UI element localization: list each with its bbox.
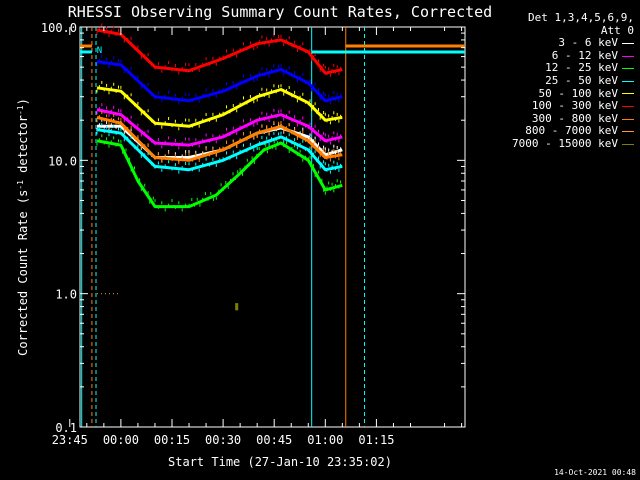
legend-swatch: [622, 55, 634, 57]
y-tick-label: 0.1: [55, 421, 77, 435]
attenuator-label-n: N: [97, 46, 102, 56]
legend-swatch: [622, 143, 634, 145]
legend-entry-5: 100 - 300 keV: [474, 100, 634, 113]
legend-entry-label: 800 - 7000 keV: [525, 124, 618, 138]
legend-entry-2: 12 - 25 keV: [474, 62, 634, 75]
legend-entry-label: 6 - 12 keV: [551, 48, 618, 62]
legend-swatch: [622, 80, 634, 82]
y-axis-ticks: 100.0 10.0 1.0 0.1: [41, 21, 465, 435]
series-noise-9: [96, 54, 342, 105]
legend-entry-4: 50 - 100 keV: [474, 86, 634, 101]
y-tick-label: 1.0: [55, 288, 77, 302]
legend-entry-label: 12 - 25 keV: [545, 61, 618, 75]
series-noise-4: [96, 81, 342, 131]
legend-swatch: [622, 105, 634, 107]
legend-entry-1: 6 - 12 keV: [474, 48, 634, 63]
legend-entry-label: 50 - 100 keV: [538, 86, 618, 100]
chart-title: RHESSI Observing Summary Count Rates, Co…: [68, 3, 492, 21]
x-tick-label: 00:45: [256, 433, 292, 447]
x-axis-ticks: 23:45 00:00 00:15 00:30 00:45 01:00 01:15: [52, 27, 463, 447]
legend: Det 1,3,4,5,6,9, Att 0 3 - 6 keV 6 - 12 k…: [474, 11, 634, 151]
x-tick-label: 01:15: [358, 433, 394, 447]
legend-entry-7: 800 - 7000 keV: [474, 125, 634, 138]
legend-entry-label: 300 - 800 keV: [531, 111, 618, 125]
x-tick-label: 00:30: [205, 433, 241, 447]
legend-header-line-1: Det 1,3,4,5,6,9,: [528, 11, 634, 24]
legend-entry-label: 3 - 6 keV: [558, 36, 618, 50]
legend-entry-label: 100 - 300 keV: [531, 99, 618, 113]
plot-area: N: [80, 23, 465, 427]
series-noise-2: [96, 134, 342, 212]
x-tick-label: 00:15: [154, 433, 190, 447]
legend-entry-0: 3 - 6 keV: [474, 37, 634, 50]
y-tick-label: 100.0: [41, 21, 77, 35]
x-tick-label: 00:00: [103, 433, 139, 447]
y-tick-label: 10.0: [48, 154, 77, 168]
legend-swatch: [622, 68, 634, 70]
plot-frame: [79, 26, 466, 428]
legend-entry-label: 7000 - 15000 keV: [512, 136, 618, 150]
legend-swatch: [622, 93, 634, 95]
legend-header-line-2: Att 0: [600, 23, 634, 37]
y-axis-label: Corrected Count Rate (s-1 detector-1): [16, 98, 30, 356]
x-tick-label: 23:45: [52, 433, 88, 447]
x-axis-label: Start Time (27-Jan-10 23:35:02): [168, 455, 392, 469]
series-noise-6: [96, 111, 342, 165]
legend-entry-3: 25 - 50 keV: [474, 73, 634, 88]
series-noise-1: [96, 103, 342, 150]
legend-swatch: [622, 42, 634, 44]
legend-entry-8: 7000 - 15000 keV: [474, 136, 634, 151]
legend-swatch: [622, 131, 634, 133]
legend-entry-label: 25 - 50 keV: [545, 73, 618, 87]
series-line-0: [97, 124, 343, 159]
series-line-2: [96, 139, 343, 209]
legend-entry-6: 300 - 800 keV: [474, 111, 634, 126]
series-noise-3: [96, 122, 342, 174]
legend-swatch: [622, 118, 634, 120]
x-tick-label: 01:00: [307, 433, 343, 447]
footer-date: 14-Oct-2021 00:48: [554, 468, 636, 477]
